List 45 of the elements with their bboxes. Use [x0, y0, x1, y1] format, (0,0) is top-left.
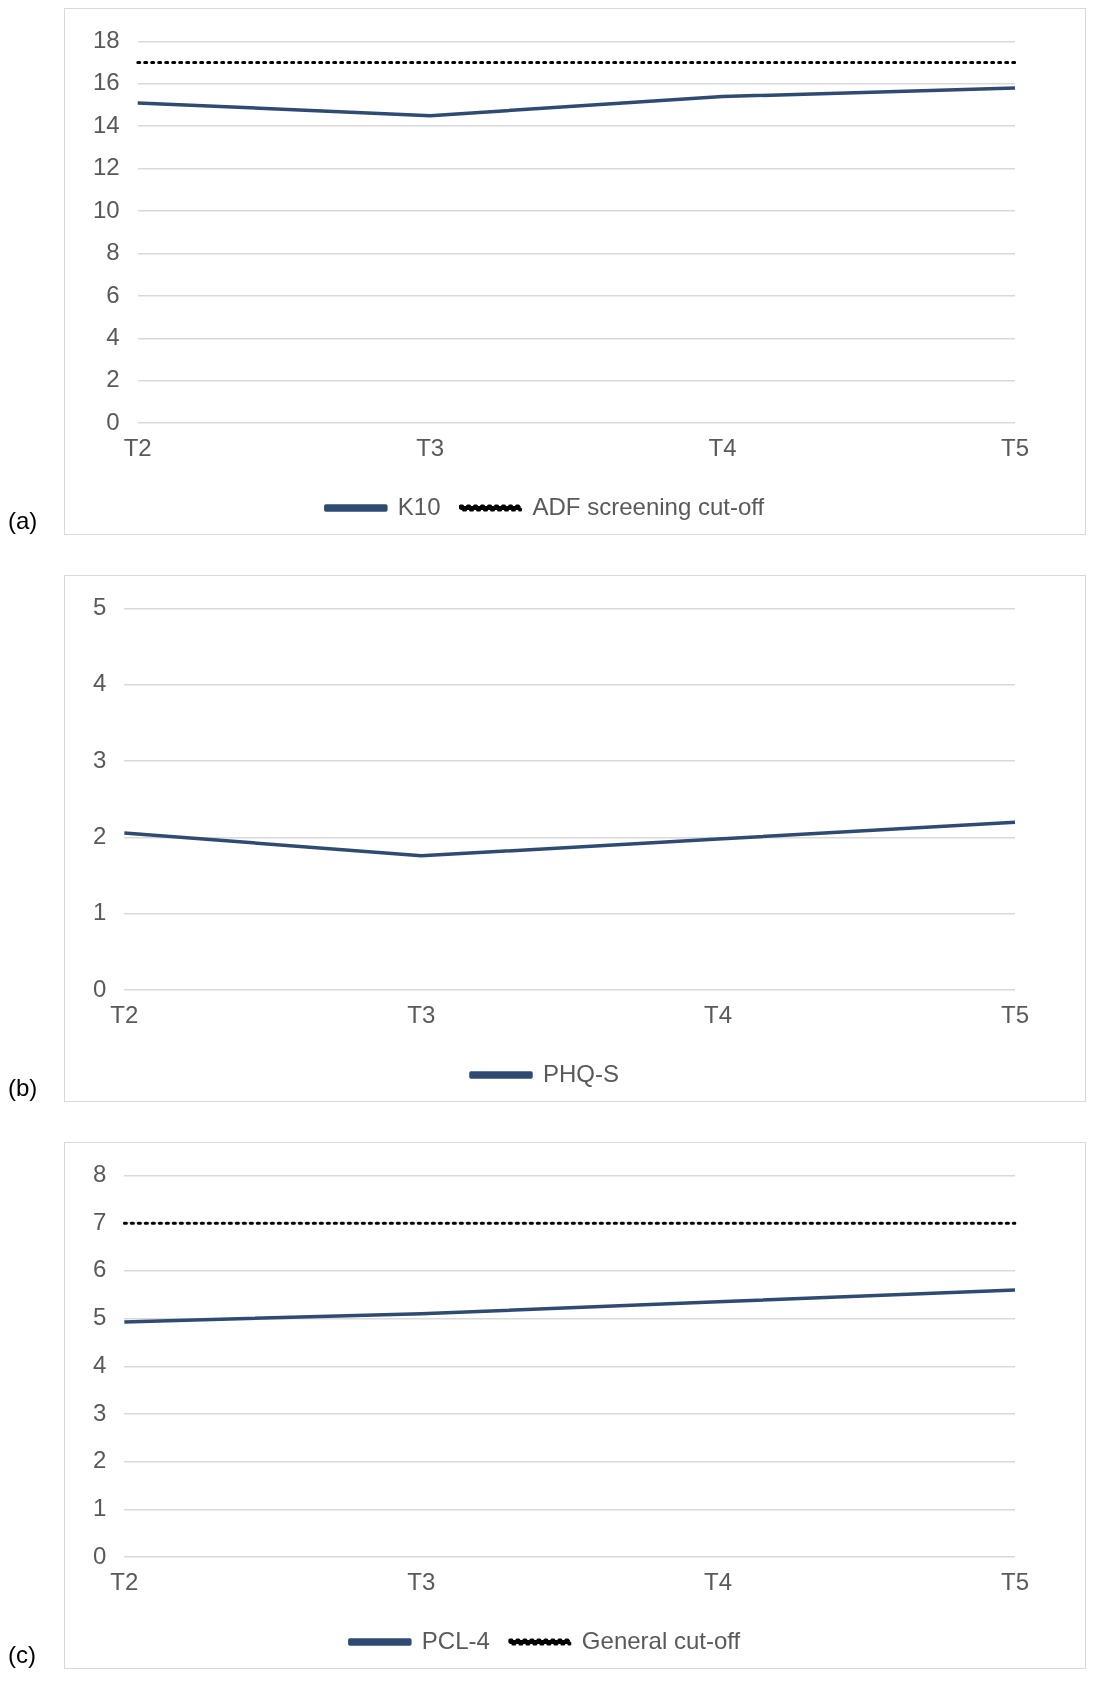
y-tick-label: 4	[92, 669, 107, 697]
x-tick-label: T5	[1000, 1568, 1030, 1596]
y-tick-label: 0	[106, 407, 120, 435]
x-tick-label: T4	[704, 1568, 733, 1596]
x-tick-label: T3	[407, 1568, 436, 1596]
y-tick-label: 0	[92, 974, 107, 1002]
y-tick-label: 2	[92, 1446, 107, 1474]
y-tick-label: 0	[92, 1541, 107, 1569]
legend-label: PCL-4	[421, 1626, 490, 1654]
legend-label: General cut-off	[581, 1626, 741, 1654]
y-tick-label: 16	[92, 68, 120, 96]
y-tick-label: 2	[92, 822, 107, 850]
y-tick-label: 1	[92, 898, 107, 926]
x-tick-label: T4	[704, 1001, 733, 1029]
text: (b)	[8, 1074, 39, 1102]
y-tick-label: 18	[92, 26, 120, 54]
y-tick-label: 3	[92, 1398, 107, 1426]
y-tick-label: 14	[92, 110, 120, 138]
x-tick-label: T2	[110, 1568, 139, 1596]
y-tick-label: 4	[92, 1350, 107, 1378]
y-tick-label: 4	[106, 322, 120, 350]
y-tick-label: 7	[92, 1207, 107, 1235]
legend-label: PHQ-S	[543, 1059, 620, 1087]
legend-label: K10	[397, 492, 441, 520]
y-tick-label: 12	[92, 153, 120, 181]
y-tick-label: 6	[106, 280, 120, 308]
y-tick-label: 8	[106, 238, 120, 266]
y-tick-label: 10	[92, 195, 120, 223]
y-tick-label: 1	[92, 1494, 107, 1522]
x-tick-label: T2	[110, 1001, 139, 1029]
legend-label: ADF screening cut-off	[532, 492, 765, 520]
x-tick-label: T2	[123, 434, 152, 462]
y-tick-label: 2	[106, 365, 120, 393]
y-tick-label: 8	[92, 1160, 107, 1188]
x-tick-label: T3	[407, 1001, 436, 1029]
x-tick-label: T4	[708, 434, 737, 462]
y-tick-label: 5	[92, 1303, 107, 1331]
x-tick-label: T3	[416, 434, 445, 462]
text: (c)	[8, 1641, 37, 1669]
x-tick-label: T5	[1000, 434, 1030, 462]
x-tick-label: T5	[1000, 1001, 1030, 1029]
y-tick-label: 6	[92, 1255, 107, 1283]
y-tick-label: 3	[92, 745, 107, 773]
y-tick-label: 5	[92, 593, 107, 621]
text: (a)	[8, 507, 39, 535]
